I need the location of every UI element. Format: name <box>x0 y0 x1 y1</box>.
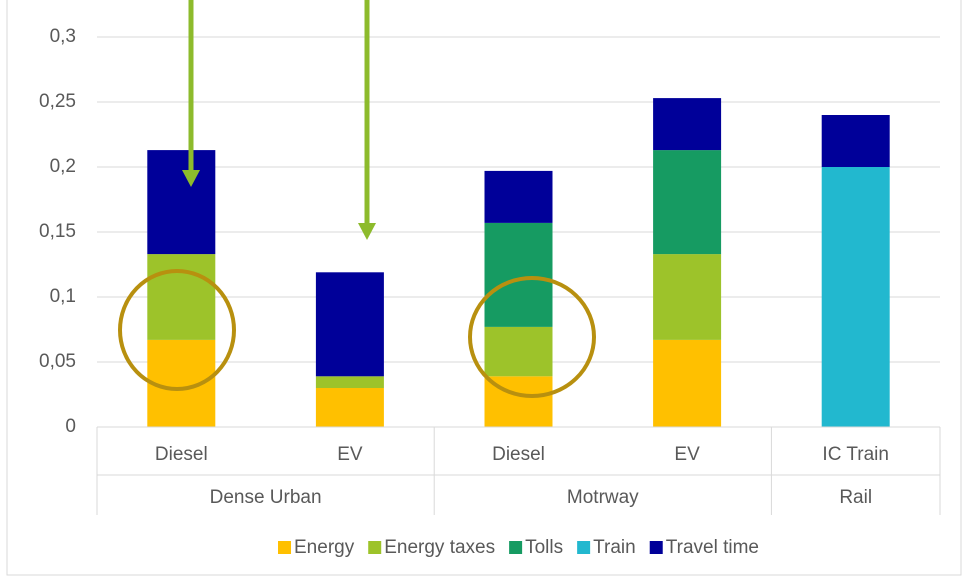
bar-segment <box>147 254 216 340</box>
bar-segment <box>821 167 890 427</box>
arrow-head <box>358 223 376 240</box>
group-label: Dense Urban <box>210 487 322 508</box>
bar-segment <box>315 388 384 427</box>
arrow-head <box>182 170 200 187</box>
bar-segment <box>653 339 722 427</box>
bar-segment <box>315 272 384 377</box>
x-tick-label: Diesel <box>155 444 208 465</box>
legend-label: Travel time <box>666 537 759 558</box>
plot: 0 0,05 0,1 0,15 0,2 0,25 0,3 Diesel EV Diesel EV IC… <box>39 26 941 558</box>
legend-label: Train <box>593 537 636 558</box>
bar-segment <box>653 150 722 255</box>
x-tick-label: IC Train <box>822 444 889 465</box>
bar-segment <box>653 254 722 340</box>
highlight-circle <box>118 269 236 391</box>
bar-segment <box>484 326 553 377</box>
legend-swatch <box>368 541 382 554</box>
legend-swatch <box>278 541 292 554</box>
x-tick-label: EV <box>674 444 700 465</box>
x-tick-label: EV <box>337 444 363 465</box>
legend-label: Tolls <box>525 537 563 558</box>
y-tick-label: 0,25 <box>39 91 76 112</box>
y-tick-label: 0,1 <box>50 286 76 307</box>
bar-segment <box>147 150 216 255</box>
y-tick-label: 0,05 <box>39 351 76 372</box>
group-label: Motrway <box>567 487 639 508</box>
group-label: Rail <box>839 487 872 508</box>
legend-label: Energy <box>294 537 355 558</box>
legend-swatch <box>509 541 523 554</box>
bar-segment <box>653 98 722 151</box>
legend-label: Energy taxes <box>384 537 495 558</box>
bar-segment <box>821 115 890 167</box>
y-tick-label: 0,15 <box>39 221 76 242</box>
y-tick-label: 0,2 <box>50 156 76 177</box>
annotations <box>118 0 596 398</box>
legend: Energy Energy taxes Tolls Train Travel time <box>278 537 759 558</box>
bar-segment <box>484 170 553 223</box>
legend-swatch <box>577 541 591 554</box>
bar-segment <box>315 376 384 388</box>
x-tick-label: Diesel <box>492 444 545 465</box>
highlight-circle <box>468 276 596 398</box>
y-tick-label: 0,3 <box>50 26 76 47</box>
legend-swatch <box>649 541 663 554</box>
y-tick-label: 0 <box>65 416 76 437</box>
bar-segment <box>484 222 553 327</box>
